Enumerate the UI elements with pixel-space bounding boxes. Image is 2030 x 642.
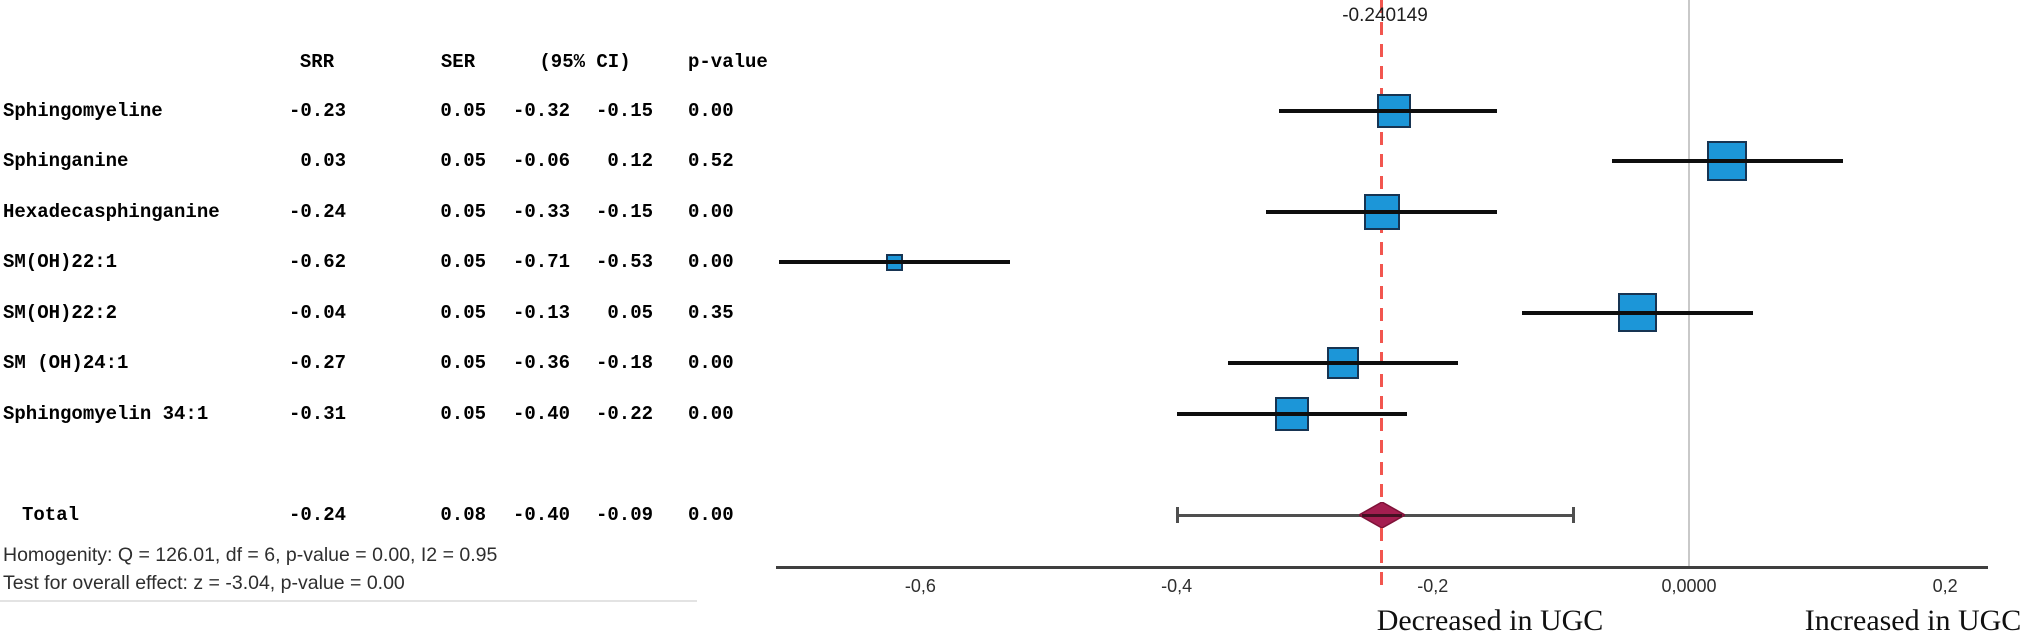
study-row-4-srr: -0.04 xyxy=(288,301,346,324)
reference-line-value-label: -0.240149 xyxy=(1342,5,1428,26)
study-row-3-srr: -0.62 xyxy=(288,251,346,273)
total-row-pvalue: 0.00 xyxy=(688,504,734,526)
study-row-5-label: SM (OH)24:1 xyxy=(3,352,129,374)
x-axis-line xyxy=(776,566,1988,569)
study-row-2-ci-low: -0.33 xyxy=(512,200,570,223)
study-row-6-srr: -0.31 xyxy=(288,402,346,425)
summary-ci-cap-left xyxy=(1175,507,1179,523)
study-row-2-ci-high: -0.15 xyxy=(595,200,653,223)
study-row-2-label: Hexadecasphinganine xyxy=(3,200,220,223)
study-row-2-pvalue: 0.00 xyxy=(688,200,734,223)
ci-line xyxy=(779,260,1011,264)
study-row-1-ci-low: -0.06 xyxy=(512,150,570,172)
study-row-3-label: SM(OH)22:1 xyxy=(3,251,118,273)
study-row-0-label: Sphingomyeline xyxy=(3,99,163,122)
summary-ci-cap-right xyxy=(1571,507,1575,523)
ci-line xyxy=(1612,159,1843,163)
zero-line xyxy=(1688,0,1690,566)
study-row-3-ser: 0.05 xyxy=(440,251,486,273)
study-row-1-label: Sphinganine xyxy=(3,150,129,172)
ci-line xyxy=(1266,209,1497,214)
overall-effect-note: Test for overall effect: z = -3.04, p-va… xyxy=(3,572,405,594)
study-row-3-ci-low: -0.71 xyxy=(512,251,570,273)
study-row-0-ci-low: -0.32 xyxy=(512,99,570,122)
study-row-6-ci-high: -0.22 xyxy=(595,402,653,425)
ci-line xyxy=(1279,108,1497,113)
study-row-3-pvalue: 0.00 xyxy=(688,251,734,273)
study-row-3-ci-high: -0.53 xyxy=(595,251,653,273)
study-row-4-ci-low: -0.13 xyxy=(512,301,570,324)
column-header-ci: (95% CI) xyxy=(539,51,631,73)
study-row-4-label: SM(OH)22:2 xyxy=(3,301,118,324)
study-row-6-ci-low: -0.40 xyxy=(512,402,570,425)
study-row-6-ser: 0.05 xyxy=(440,402,486,425)
study-row-4-ci-high: 0.05 xyxy=(607,301,653,324)
study-row-6-pvalue: 0.00 xyxy=(688,402,734,425)
x-tick-label: 0,2 xyxy=(1932,576,1958,596)
study-row-5-pvalue: 0.00 xyxy=(688,352,734,374)
reference-dashed-line xyxy=(1379,0,1383,585)
heterogeneity-note: Homogenity: Q = 126.01, df = 6, p-value … xyxy=(3,544,498,566)
summary-diamond-midline xyxy=(1361,513,1402,517)
total-row-ser: 0.08 xyxy=(440,504,486,526)
x-tick-label: -0,6 xyxy=(904,576,936,596)
x-direction-label-decreased: Decreased in UGC xyxy=(1376,604,1604,637)
total-row-ci-high: -0.09 xyxy=(595,504,653,526)
study-row-1-ser: 0.05 xyxy=(440,150,486,172)
study-row-1-srr: 0.03 xyxy=(300,150,346,172)
ci-line xyxy=(1227,361,1459,365)
study-row-4-pvalue: 0.35 xyxy=(688,301,734,324)
ci-line xyxy=(1176,411,1408,416)
x-tick-label: 0,0000 xyxy=(1661,576,1717,596)
column-header-pvalue: p-value xyxy=(688,51,768,73)
total-row-srr: -0.24 xyxy=(288,504,346,526)
x-tick-label: -0,2 xyxy=(1417,576,1449,596)
study-row-5-ci-high: -0.18 xyxy=(595,352,653,374)
column-header-srr: SRR xyxy=(299,51,335,73)
study-row-2-ser: 0.05 xyxy=(440,200,486,223)
study-row-0-srr: -0.23 xyxy=(288,99,346,122)
column-header-ser: SER xyxy=(440,51,476,73)
study-row-1-ci-high: 0.12 xyxy=(607,150,653,172)
study-row-4-ser: 0.05 xyxy=(440,301,486,324)
study-row-5-srr: -0.27 xyxy=(288,352,346,374)
study-row-6-label: Sphingomyelin 34:1 xyxy=(3,402,209,425)
ci-line xyxy=(1522,310,1754,315)
x-direction-label-increased: Increased in UGC xyxy=(1804,604,2022,637)
study-row-5-ci-low: -0.36 xyxy=(512,352,570,374)
study-row-2-srr: -0.24 xyxy=(288,200,346,223)
study-row-0-pvalue: 0.00 xyxy=(688,99,734,122)
footnote-separator-line xyxy=(0,600,697,602)
study-row-5-ser: 0.05 xyxy=(440,352,486,374)
study-row-1-pvalue: 0.52 xyxy=(688,150,734,172)
study-row-0-ser: 0.05 xyxy=(440,99,486,122)
total-row-ci-low: -0.40 xyxy=(512,504,570,526)
total-row-label: Total xyxy=(22,504,80,526)
study-row-0-ci-high: -0.15 xyxy=(595,99,653,122)
x-tick-label: -0,4 xyxy=(1161,576,1193,596)
